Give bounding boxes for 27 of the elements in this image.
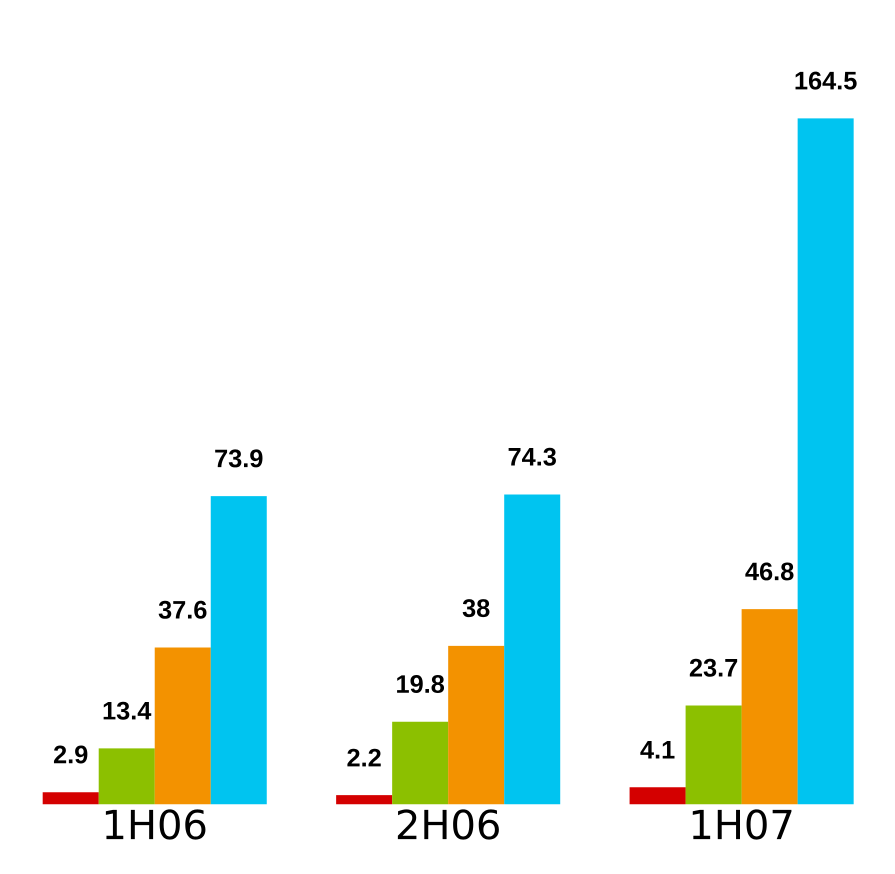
bar [798,118,854,804]
bar [448,646,504,804]
data-label: 13.4 [104,702,152,720]
bar [98,748,155,804]
data-label: 38 [462,599,490,618]
bar [42,792,99,804]
data-label: 74.3 [508,448,556,466]
data-label: 4.1 [640,741,674,759]
data-label: 19.8 [397,675,444,694]
data-label: 46.8 [745,562,794,581]
bar [336,795,392,804]
data-label: 37.6 [158,600,206,619]
data-label: 164.5 [796,72,857,90]
x-tick-label: 2H06 [398,810,499,840]
data-label: 23.7 [690,658,738,677]
bar [154,648,211,804]
x-tick-label: 1H06 [106,810,206,840]
data-label: 73.9 [215,450,262,468]
bar [504,494,560,804]
x-tick-label: 1H07 [692,810,792,840]
bar [630,787,686,804]
data-label: 2.9 [54,746,88,764]
bar [742,609,798,804]
bar [392,722,448,804]
bar [686,706,742,804]
data-label: 2.2 [347,748,381,767]
bar [210,496,267,804]
